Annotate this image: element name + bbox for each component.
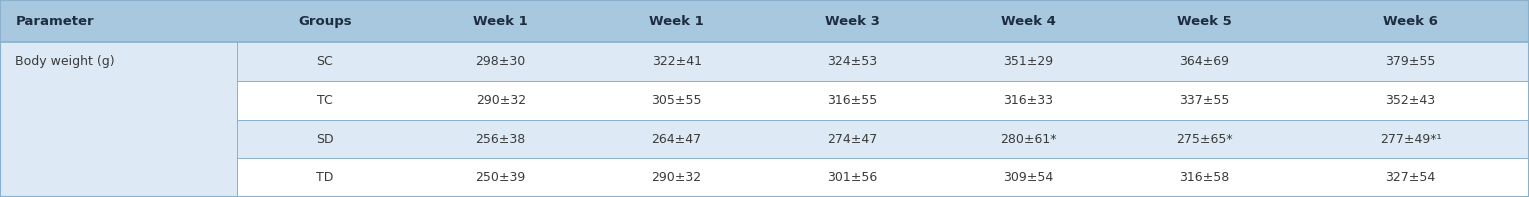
Text: Groups: Groups	[298, 15, 352, 28]
Text: 352±43: 352±43	[1385, 94, 1436, 107]
Bar	[0, 120, 237, 158]
Text: 256±38: 256±38	[476, 133, 526, 146]
Text: Week 6: Week 6	[1384, 15, 1437, 28]
Bar	[237, 158, 1529, 197]
Text: 316±58: 316±58	[1179, 171, 1229, 184]
Bar	[237, 42, 1529, 81]
Text: 316±33: 316±33	[1003, 94, 1053, 107]
Bar	[237, 81, 1529, 120]
Text: Week 1: Week 1	[650, 15, 703, 28]
Bar	[0, 0, 1529, 42]
Text: Week 3: Week 3	[826, 15, 879, 28]
Text: 290±32: 290±32	[651, 171, 702, 184]
Text: 264±47: 264±47	[651, 133, 702, 146]
Text: 379±55: 379±55	[1385, 55, 1436, 68]
Text: 351±29: 351±29	[1003, 55, 1053, 68]
Text: Body weight (g): Body weight (g)	[15, 55, 115, 68]
Text: 298±30: 298±30	[476, 55, 526, 68]
Text: TC: TC	[317, 94, 333, 107]
Text: Week 5: Week 5	[1177, 15, 1231, 28]
Text: 290±32: 290±32	[476, 94, 526, 107]
Text: 364±69: 364±69	[1179, 55, 1229, 68]
Text: 305±55: 305±55	[651, 94, 702, 107]
Bar	[0, 42, 237, 81]
Text: Week 1: Week 1	[474, 15, 528, 28]
Text: 324±53: 324±53	[827, 55, 878, 68]
Text: 277±49*¹: 277±49*¹	[1379, 133, 1442, 146]
Text: 316±55: 316±55	[827, 94, 878, 107]
Text: 322±41: 322±41	[651, 55, 702, 68]
Text: 280±61*: 280±61*	[1000, 133, 1057, 146]
Text: SD: SD	[317, 133, 333, 146]
Text: SC: SC	[317, 55, 333, 68]
Text: 301±56: 301±56	[827, 171, 878, 184]
Text: 327±54: 327±54	[1385, 171, 1436, 184]
Bar	[0, 158, 237, 197]
Text: 337±55: 337±55	[1179, 94, 1229, 107]
Bar	[0, 81, 237, 120]
Text: Parameter: Parameter	[15, 15, 93, 28]
Text: Week 4: Week 4	[1001, 15, 1055, 28]
Bar	[237, 120, 1529, 158]
Text: TD: TD	[317, 171, 333, 184]
Text: 274±47: 274±47	[827, 133, 878, 146]
Text: 275±65*: 275±65*	[1176, 133, 1232, 146]
Text: 309±54: 309±54	[1003, 171, 1053, 184]
Text: 250±39: 250±39	[476, 171, 526, 184]
